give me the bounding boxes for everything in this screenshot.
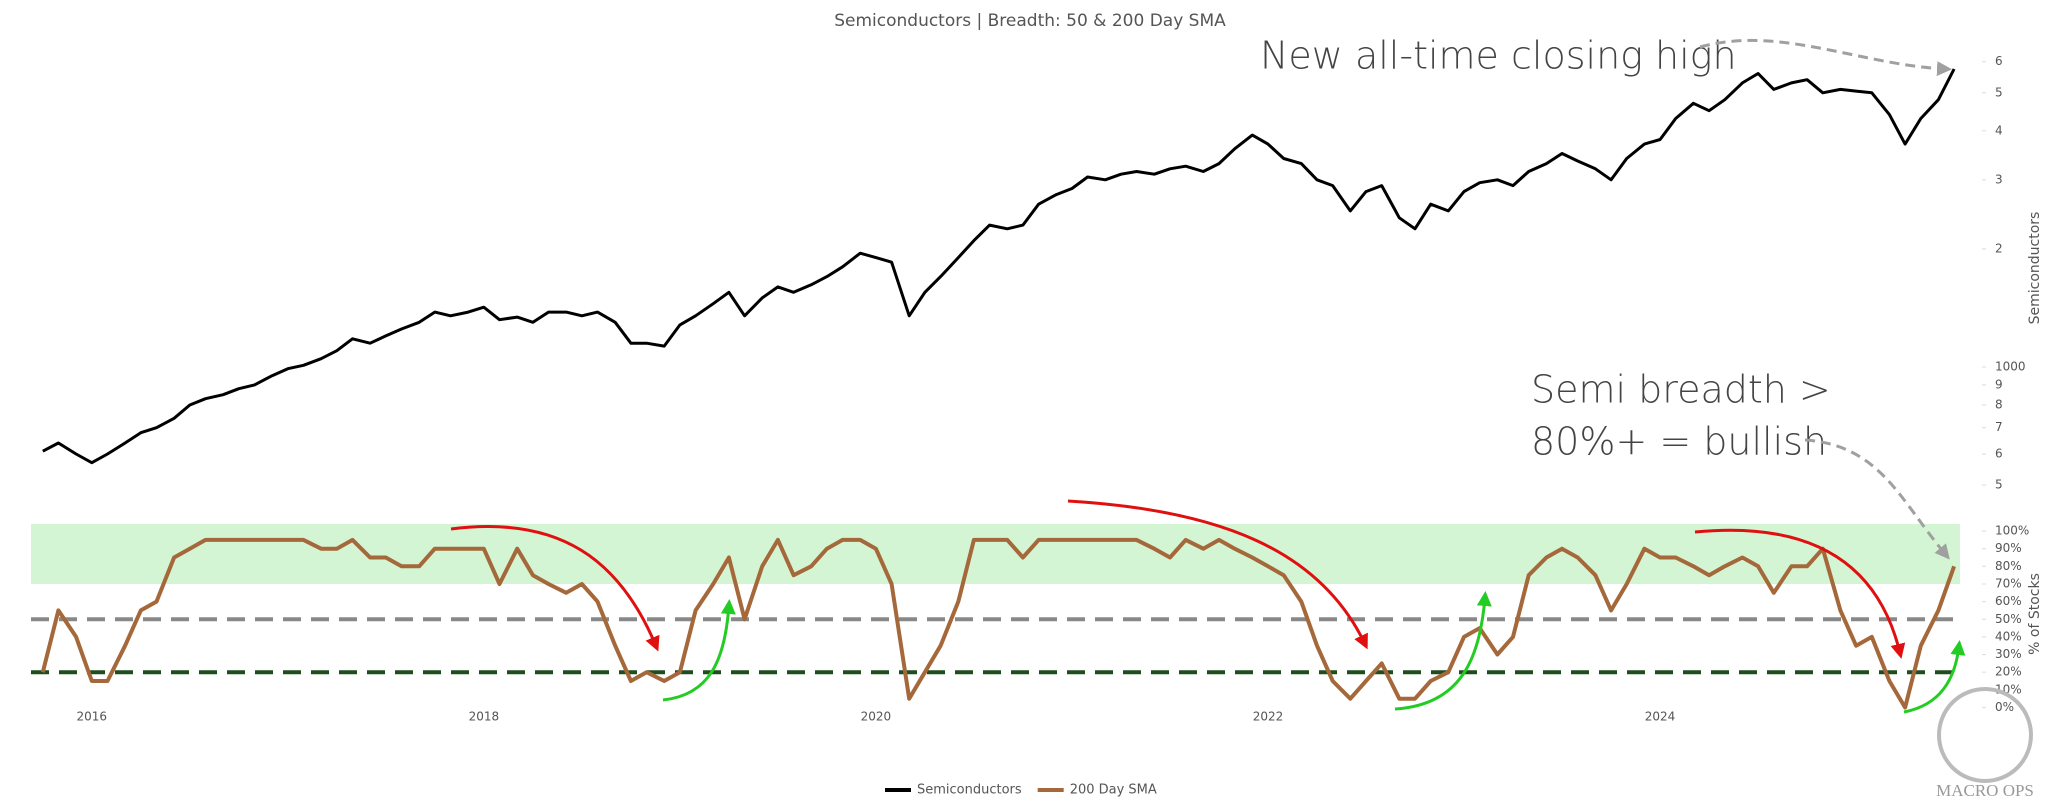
y-tick-label: 8 bbox=[1995, 397, 2003, 411]
panel: 5 6 7 8 9 1000 2 3 4 5 6 Semiconductors New all-time… bbox=[42, 34, 2043, 492]
y-tick-label: 90% bbox=[1995, 541, 2022, 555]
logo-ring bbox=[1937, 687, 2033, 783]
x-tick-label: 2020 bbox=[861, 710, 892, 724]
arrow bbox=[662, 599, 736, 702]
legend-label: 200 Day SMA bbox=[1070, 783, 1157, 798]
x-tick-label: 2024 bbox=[1645, 710, 1676, 724]
x-tick-label: 2016 bbox=[76, 710, 107, 724]
arrow bbox=[1699, 38, 1952, 77]
arrow bbox=[1903, 640, 1966, 714]
arrow bbox=[1394, 591, 1492, 711]
y-tick-label: 5 bbox=[1995, 478, 2003, 492]
chart-title: Semiconductors | Breadth: 50 & 200 Day S… bbox=[834, 11, 1226, 31]
annotation: 80%+ = bullish bbox=[1531, 420, 1827, 464]
y-tick-label: 70% bbox=[1995, 576, 2022, 590]
y-tick-label: 40% bbox=[1995, 629, 2022, 643]
x-tick-label: 2022 bbox=[1253, 710, 1284, 724]
y-axis-title: Semiconductors bbox=[2027, 212, 2043, 325]
arrow bbox=[1067, 499, 1368, 650]
series-line bbox=[40, 537, 1956, 710]
y-tick-label: 50% bbox=[1995, 612, 2022, 626]
y-tick-label: 2 bbox=[1995, 241, 2003, 255]
legend-label: Semiconductors bbox=[917, 783, 1022, 798]
y-tick-label: 60% bbox=[1995, 594, 2022, 608]
annotation: Semi breadth > bbox=[1531, 368, 1831, 412]
y-tick-label: 5 bbox=[1995, 85, 2003, 99]
plot-area: 5 6 7 8 9 1000 2 3 4 5 6 Semiconductors New all-time… bbox=[31, 34, 2043, 724]
shaded-band bbox=[31, 524, 1960, 584]
annotation: New all-time closing high bbox=[1260, 34, 1737, 78]
y-tick-label: 6 bbox=[1995, 54, 2003, 68]
logo bbox=[1937, 687, 2033, 783]
y-tick-label: 100% bbox=[1995, 524, 2029, 538]
panel: 0%10%20%30%40%50%60%70%80%90%100%2016 201… bbox=[31, 368, 2043, 724]
y-tick-label: 80% bbox=[1995, 559, 2022, 573]
y-tick-label: 20% bbox=[1995, 665, 2022, 679]
legend: Semiconductors 200 Day SMA bbox=[885, 783, 1157, 798]
y-tick-label: 1000 bbox=[1995, 359, 2026, 373]
y-tick-label: 6 bbox=[1995, 446, 2003, 460]
watermark: MACRO OPS bbox=[1936, 781, 2034, 800]
y-axis-title: % of Stocks bbox=[2027, 573, 2043, 655]
y-tick-label: 0% bbox=[1995, 700, 2014, 714]
y-tick-label: 9 bbox=[1995, 377, 2003, 391]
arrow bbox=[450, 524, 660, 652]
x-tick-label: 2018 bbox=[469, 710, 500, 724]
y-tick-label: 7 bbox=[1995, 420, 2003, 434]
y-tick-label: 4 bbox=[1995, 123, 2003, 137]
y-tick-label: 30% bbox=[1995, 647, 2022, 661]
y-tick-label: 3 bbox=[1995, 172, 2003, 186]
arrow bbox=[1804, 438, 1950, 560]
arrow bbox=[1694, 528, 1906, 659]
series-line bbox=[42, 68, 1956, 465]
arrows bbox=[450, 38, 1966, 714]
